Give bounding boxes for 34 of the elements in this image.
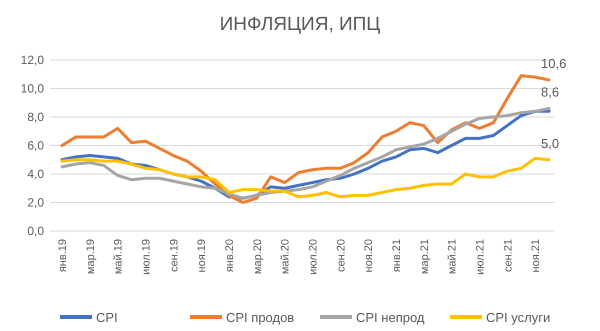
- y-tick-label: 0,0: [27, 224, 44, 238]
- line-series: [60, 156, 550, 198]
- x-tick-label: янв.21: [390, 239, 403, 272]
- chart-title: ИНФЛЯЦИЯ, ИПЦ: [220, 14, 380, 35]
- y-tick-label: 2,0: [27, 196, 44, 210]
- legend-label: CPI продов: [226, 310, 294, 325]
- x-tick-label: мар.20: [252, 239, 264, 274]
- legend-label: CPI услуги: [486, 310, 550, 325]
- data-label: 10,6: [541, 56, 566, 71]
- x-tick-label: сен.19: [168, 239, 180, 272]
- legend-label: CPI непрод: [356, 310, 425, 325]
- x-tick-label: мар.19: [84, 239, 97, 274]
- x-tick-label: май.20: [280, 239, 292, 274]
- y-tick-label: 4,0: [27, 167, 44, 181]
- x-tick-label: май.21: [446, 239, 459, 274]
- x-tick-label: мар.21: [418, 239, 431, 274]
- y-tick-label: 6,0: [27, 138, 44, 152]
- x-tick-label: июл.21: [474, 239, 486, 275]
- x-tick-label: май.19: [112, 239, 125, 274]
- x-tick-label: янв.19: [57, 239, 69, 272]
- data-label: 8,6: [541, 84, 560, 100]
- x-tick-label: июл.20: [307, 239, 320, 275]
- y-tick-label: 12,0: [20, 53, 44, 67]
- y-tick-label: 8,0: [27, 110, 44, 124]
- data-label: 5,0: [541, 136, 560, 151]
- y-tick-label: 10,0: [20, 82, 44, 96]
- x-tick-label: ноя.19: [196, 239, 208, 272]
- x-tick-label: сен.21: [502, 239, 514, 272]
- x-tick-label: ноя.20: [363, 239, 376, 272]
- x-tick-label: сен.20: [335, 239, 348, 272]
- x-tick-label: ноя.21: [530, 239, 542, 272]
- legend-label: CPI: [96, 310, 118, 325]
- x-tick-label: июл.19: [140, 239, 152, 275]
- x-tick-label: янв.20: [224, 239, 236, 272]
